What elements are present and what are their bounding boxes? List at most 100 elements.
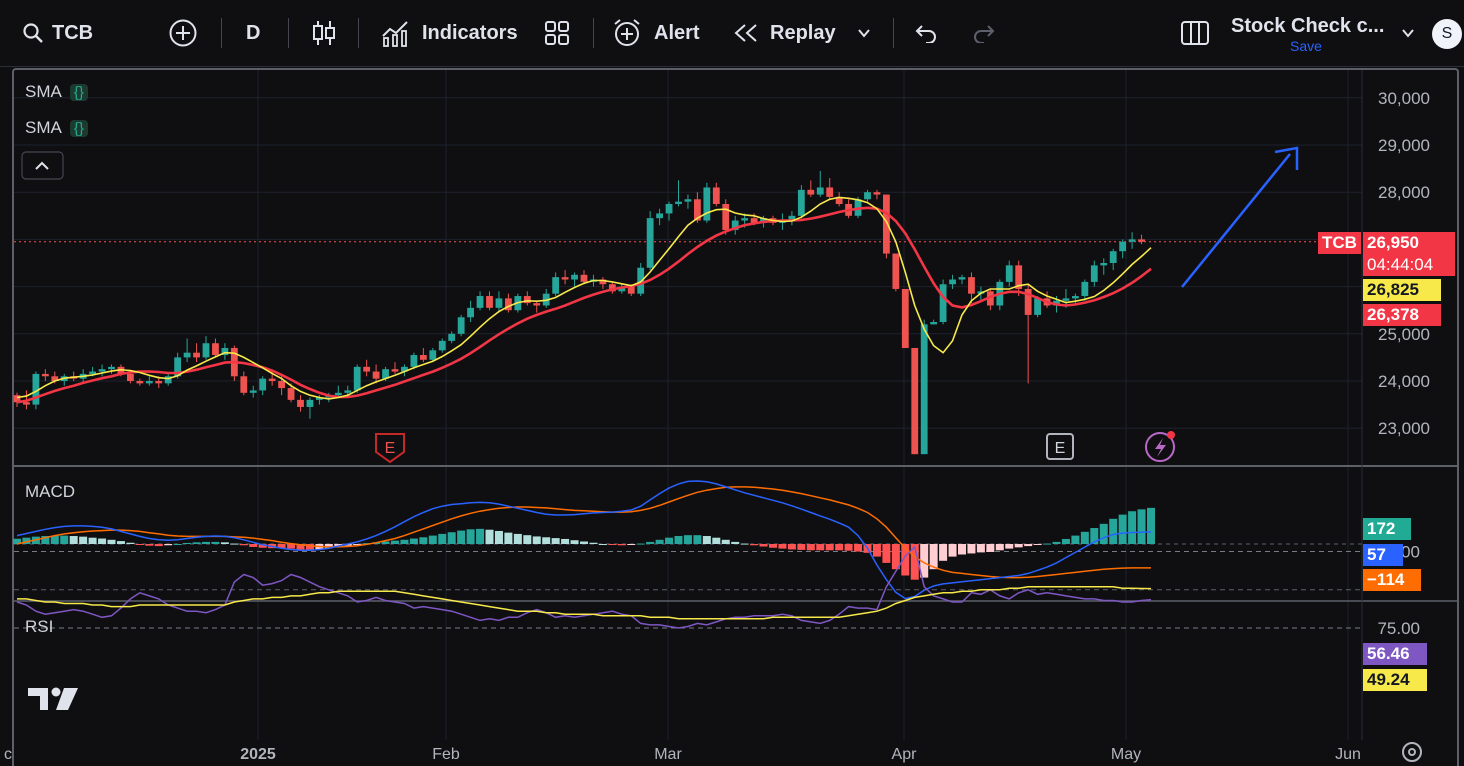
replay-button[interactable]: Replay	[732, 16, 836, 50]
rsi-pane	[16, 545, 1152, 629]
macd-histogram-bar	[646, 541, 655, 544]
sma-settings-icon[interactable]: {}	[69, 119, 88, 137]
macd-histogram-bar	[939, 544, 948, 561]
interval-button[interactable]: D	[246, 16, 260, 50]
macd-histogram-bar	[447, 532, 456, 544]
sma-legend-1[interactable]: SMA {}	[25, 82, 88, 102]
macd-histogram-bar	[400, 539, 409, 544]
macd-histogram-bar	[655, 539, 664, 544]
macd-legend[interactable]: MACD	[25, 482, 75, 502]
candle-body	[561, 277, 569, 280]
earnings-marker-1[interactable]: E	[375, 433, 405, 464]
undo-icon	[915, 25, 936, 43]
macd-histogram-bar	[551, 538, 560, 544]
candle-body	[1072, 296, 1079, 299]
chevron-down-icon	[1402, 29, 1414, 38]
macd-line-label: 57	[1363, 544, 1403, 566]
templates-button[interactable]	[544, 16, 570, 50]
macd-histogram-bar	[1033, 544, 1042, 545]
grid	[14, 70, 1362, 740]
macd-histogram-bar	[239, 544, 248, 546]
layout-name-button[interactable]: Stock Check c... Save	[1231, 15, 1391, 54]
candle-body	[788, 215, 796, 221]
rsi-legend[interactable]: RSI	[25, 617, 53, 637]
sma-settings-icon[interactable]: {}	[69, 83, 88, 101]
replay-dropdown-button[interactable]	[856, 16, 872, 50]
trend-arrow[interactable]	[1181, 153, 1291, 288]
macd-histogram-bar	[457, 530, 466, 544]
news-flash-icon[interactable]	[1145, 431, 1175, 462]
grid-icon	[545, 21, 569, 45]
macd-histogram-bar	[485, 529, 494, 544]
candle-body	[1138, 239, 1145, 242]
macd-histogram-bar	[211, 541, 220, 544]
time-axis-tick: May	[1111, 746, 1141, 763]
alert-button[interactable]: Alert	[612, 16, 700, 50]
redo-button[interactable]	[972, 16, 996, 50]
macd-histogram-bar	[296, 544, 305, 550]
candle-body	[1034, 298, 1041, 315]
sma-legend-label: SMA	[25, 118, 62, 137]
price-axis-tick: 25,000	[1378, 325, 1430, 344]
macd-histogram-bar	[1147, 507, 1155, 544]
earnings-marker-2[interactable]: E	[1046, 433, 1074, 460]
candle-body	[401, 366, 408, 372]
candle-body	[372, 371, 380, 379]
layout-button[interactable]	[1180, 16, 1210, 50]
macd-histogram-bar	[79, 536, 88, 544]
candle-body	[429, 350, 437, 360]
decor: E E	[21, 146, 1422, 762]
candle-body	[486, 296, 493, 308]
undo-button[interactable]	[914, 16, 938, 50]
macd-histogram-bar	[920, 544, 929, 578]
candle-body	[939, 284, 947, 322]
add-symbol-button[interactable]	[168, 16, 198, 50]
sma-legend-label: SMA	[25, 82, 62, 101]
collapse-button[interactable]	[21, 151, 64, 180]
candle-body	[911, 347, 919, 455]
macd-histogram-bar	[570, 540, 579, 544]
chart-type-button[interactable]	[312, 16, 336, 50]
macd-histogram-bar	[69, 536, 78, 544]
macd-histogram-bar	[513, 533, 522, 544]
macd-histogram-bar	[183, 542, 192, 544]
macd-histogram-bar	[759, 544, 768, 547]
macd-histogram-bar	[976, 544, 985, 553]
macd-histogram-bar	[22, 537, 31, 544]
avatar[interactable]: S	[1432, 19, 1462, 49]
macd-histogram-bar	[683, 535, 692, 544]
candle-body	[1015, 265, 1023, 289]
price-axis-tick: 29,000	[1378, 136, 1430, 155]
settings-gear-icon[interactable]	[1402, 742, 1422, 762]
macd-histogram-bar	[1109, 518, 1118, 544]
time-axis-tick: 2025	[240, 746, 276, 763]
macd-histogram-bar	[835, 544, 844, 551]
macd-histogram-bar	[1090, 528, 1099, 544]
macd-histogram-bar	[712, 537, 721, 544]
candle-body	[202, 343, 210, 358]
candle-body	[958, 277, 966, 280]
candle-body	[1128, 239, 1136, 242]
macd-histogram-bar	[844, 544, 853, 551]
rsi-ma-label: 49.24	[1363, 669, 1427, 691]
macd-histogram-bar	[258, 544, 267, 548]
macd-histogram-bar	[1014, 544, 1023, 548]
layout-menu-button[interactable]	[1400, 16, 1416, 50]
macd-histogram-bar	[702, 536, 711, 544]
candle-body	[646, 218, 654, 268]
sma-legend-2[interactable]: SMA {}	[25, 118, 88, 138]
indicators-button[interactable]: Indicators	[380, 16, 518, 50]
candle-body	[89, 371, 96, 374]
macd-histogram-bar	[1099, 523, 1108, 544]
symbol-search-button[interactable]: TCB	[22, 16, 93, 50]
candle-body	[268, 378, 276, 381]
macd-histogram-bar	[1118, 514, 1127, 544]
candles-icon	[313, 21, 335, 45]
macd-histogram-bar	[750, 544, 759, 546]
macd-histogram-bar	[797, 544, 806, 550]
candle-body	[306, 399, 314, 407]
candle-body	[1119, 241, 1127, 252]
candle-body	[353, 366, 361, 391]
macd-histogram-bar	[13, 538, 21, 544]
